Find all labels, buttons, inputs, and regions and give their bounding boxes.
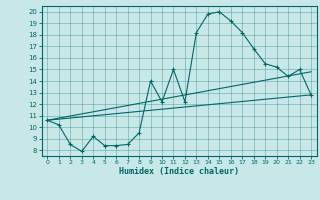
X-axis label: Humidex (Indice chaleur): Humidex (Indice chaleur) [119,167,239,176]
